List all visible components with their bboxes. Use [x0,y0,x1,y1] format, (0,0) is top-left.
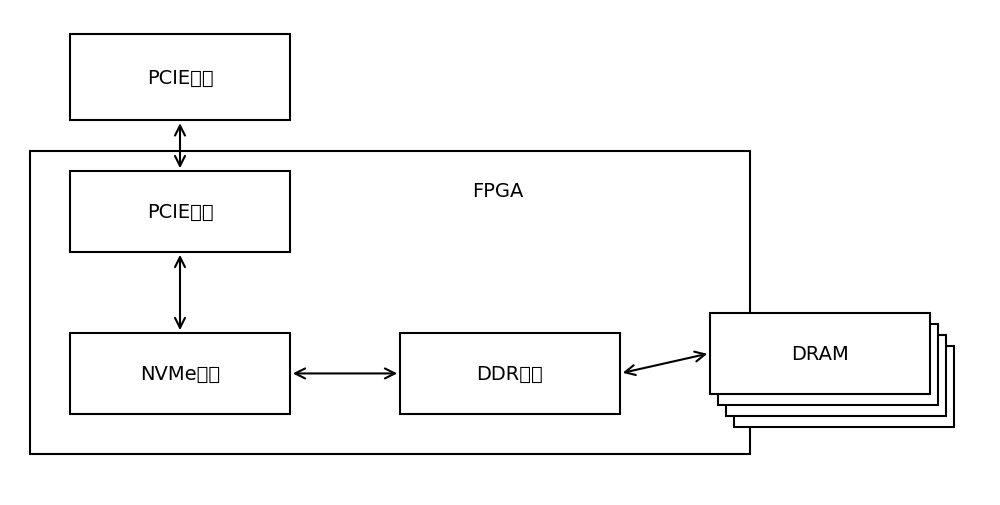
Bar [718,324,938,405]
Text: FPGA: FPGA [472,182,524,201]
Bar [710,313,930,394]
Bar [726,335,946,416]
Bar [70,35,290,121]
Bar [30,152,750,455]
Text: DDR模块: DDR模块 [477,364,543,383]
Bar [734,346,954,427]
Text: PCIE接口: PCIE接口 [147,69,213,88]
Text: DRAM: DRAM [791,344,849,363]
Bar [70,172,290,252]
Bar [400,333,620,414]
Bar [70,333,290,414]
Text: NVMe模块: NVMe模块 [140,364,220,383]
Text: PCIE模块: PCIE模块 [147,203,213,222]
